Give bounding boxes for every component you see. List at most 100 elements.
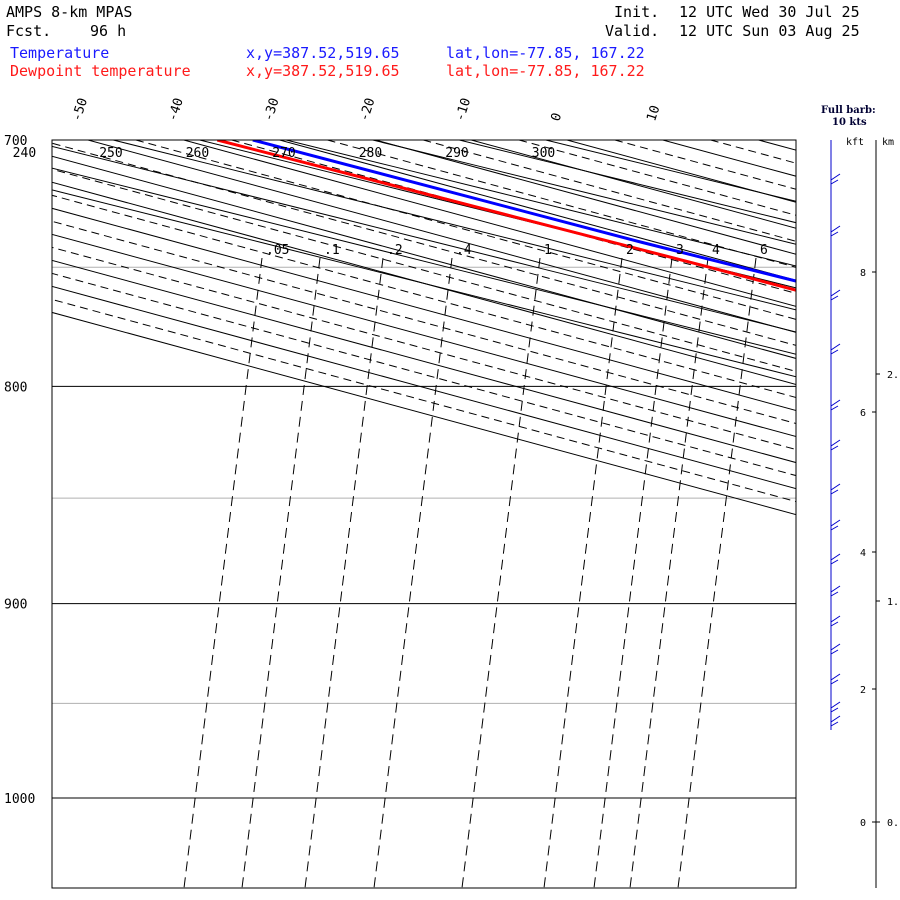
valid-label: Valid. [605, 22, 660, 40]
barb-legend-line2: 10 kts [832, 117, 867, 128]
isotherm [52, 246, 796, 451]
isotherm [279, 140, 796, 281]
mixing-ratio-label: 6 [760, 243, 768, 258]
wind-barb [830, 615, 841, 627]
dewpoint-xy: x,y=387.52,519.65 [246, 62, 400, 80]
kft-tick-label: 0 [860, 818, 866, 829]
isotherm [52, 181, 796, 385]
pressure-tick-label: 800 [4, 380, 27, 395]
dry-adiabat-label: 300 [532, 146, 555, 161]
isotherm [87, 140, 796, 333]
dry-adiabat-label: 250 [99, 146, 122, 161]
dry-adiabat [370, 140, 796, 245]
fcst-value: 96 h [90, 22, 127, 40]
isotherm [52, 259, 796, 464]
model-title: AMPS 8-km MPAS [6, 3, 133, 21]
wind-barb [830, 701, 841, 713]
temperature-xy: x,y=387.52,519.65 [246, 44, 400, 62]
dry-adiabat [52, 145, 796, 333]
barb-legend-line1: Full barb: [821, 105, 876, 116]
isotherm-tick-label: -50 [70, 96, 92, 123]
isotherm [183, 140, 796, 307]
isotherm [662, 140, 796, 177]
isotherm [52, 168, 796, 372]
mixing-ratio-line [373, 257, 453, 888]
dry-adiabat [52, 189, 796, 378]
mixing-ratio-line [304, 257, 384, 888]
isotherm [854, 140, 900, 888]
isotherm [518, 140, 796, 216]
dry-adiabat [52, 167, 796, 355]
dry-adiabat [457, 140, 796, 224]
temperature-latlon: lat,lon=-77.85, 167.22 [446, 44, 645, 62]
mixing-ratio-line [461, 257, 541, 888]
isotherm [52, 142, 796, 346]
mixing-ratio-line [677, 257, 757, 888]
wind-barb [830, 483, 841, 495]
mixing-ratio-line [629, 257, 709, 888]
mixing-ratio-label: 3 [676, 243, 684, 258]
wind-barb [830, 715, 841, 727]
pressure-tick-label: 700 [4, 134, 27, 149]
isotherm [52, 155, 796, 359]
dry-adiabat [284, 140, 796, 267]
isotherm [52, 194, 796, 398]
wind-barb [830, 289, 841, 301]
isotherm [566, 140, 796, 203]
mixing-ratio-label: .1 [324, 243, 340, 258]
pressure-tick-label: 1000 [4, 792, 35, 807]
wind-barb [830, 173, 841, 185]
wind-barb [830, 673, 841, 685]
km-tick-label: 2. [887, 370, 899, 381]
dry-adiabat-label: 270 [272, 146, 295, 161]
dry-adiabat-label: 280 [359, 146, 382, 161]
isotherm [52, 233, 796, 438]
isotherm [135, 140, 796, 320]
init-label: Init. [614, 3, 660, 21]
valid-value: 12 UTC Sun 03 Aug 25 [679, 22, 860, 40]
kft-tick-label: 2 [860, 685, 866, 696]
km-tick-label: 1. [887, 597, 899, 608]
wind-barb [830, 399, 841, 411]
km-axis-label: km [882, 137, 894, 148]
temperature-series-label: Temperature [10, 44, 110, 62]
isotherm [758, 140, 796, 151]
dry-adiabat-label: 240 [13, 146, 36, 161]
wind-barb [830, 343, 841, 355]
wind-barb [830, 439, 841, 451]
kft-axis-label: kft [846, 137, 864, 148]
isotherm [423, 140, 796, 242]
isotherm-tick-label: -20 [357, 96, 379, 123]
dry-adiabat-label: 290 [445, 146, 468, 161]
mixing-ratio-label: 1 [544, 243, 552, 258]
dewpoint-series-label: Dewpoint temperature [10, 62, 191, 80]
isotherm [52, 311, 796, 516]
dewpoint-latlon: lat,lon=-77.85, 167.22 [446, 62, 645, 80]
mixing-ratio-label: 2 [626, 243, 634, 258]
isotherm [327, 140, 796, 268]
mixing-ratio-line [183, 257, 263, 888]
profile-dewpoint-temperature [216, 140, 796, 292]
km-tick-label: 0. [887, 818, 899, 829]
wind-barb [830, 225, 841, 237]
isotherm [807, 140, 900, 888]
mixing-ratio-line [241, 257, 321, 888]
isotherm [52, 207, 796, 412]
mixing-ratio-line [593, 257, 673, 888]
init-value: 12 UTC Wed 30 Jul 25 [679, 3, 860, 21]
isotherm-tick-label: 10 [644, 104, 663, 124]
wind-barb [830, 553, 841, 565]
wind-barb [830, 519, 841, 531]
wind-barb [830, 585, 841, 597]
dry-adiabat-label: 260 [186, 146, 209, 161]
profile-temperature [252, 140, 796, 283]
mixing-ratio-label: .4 [456, 243, 472, 258]
mixing-ratio-label: 4 [712, 243, 720, 258]
dry-adiabat [111, 140, 796, 311]
isotherm-tick-label: -10 [453, 96, 475, 123]
kft-tick-label: 8 [860, 268, 866, 279]
isotherm [52, 220, 796, 425]
isotherm-tick-label: -30 [261, 96, 283, 123]
isotherm-tick-label: -40 [165, 96, 187, 123]
